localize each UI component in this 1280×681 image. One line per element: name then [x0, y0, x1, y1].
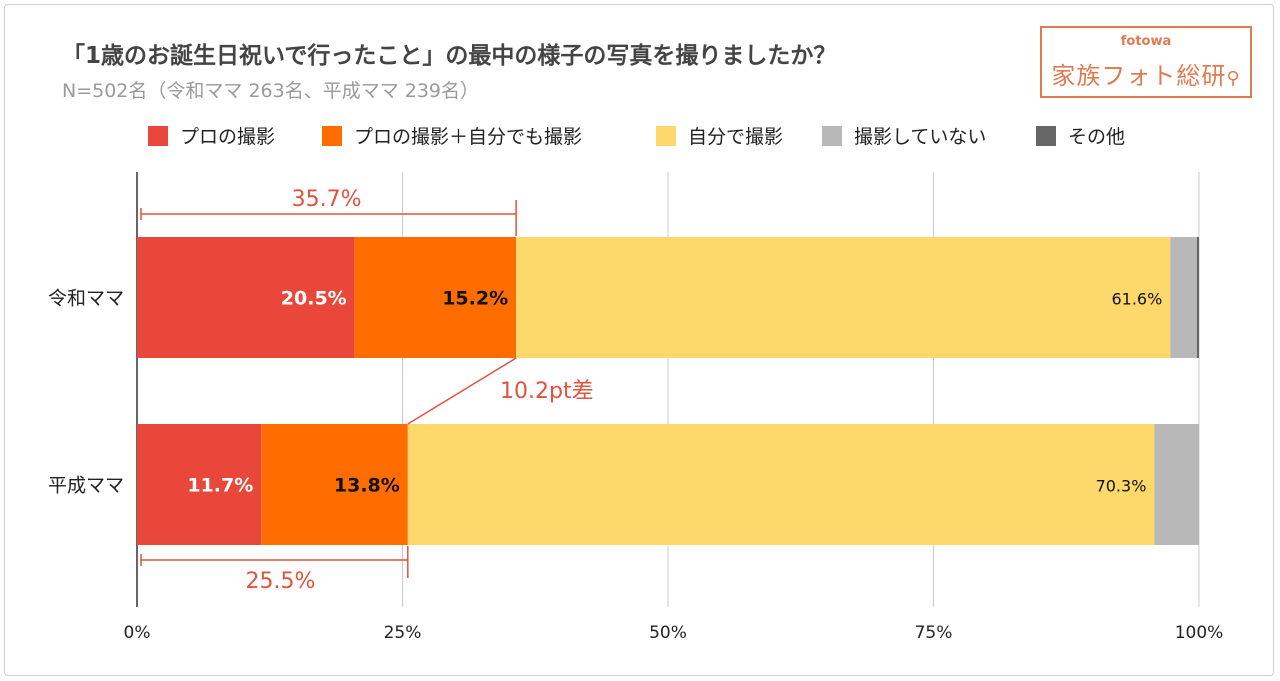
bar-segment: [1154, 424, 1199, 545]
annotation-heisei-total: 25.5%: [245, 569, 315, 594]
legend-item: 自分で撮影: [656, 122, 783, 149]
x-tick-label: 0%: [124, 623, 151, 643]
data-label: 13.8%: [334, 475, 400, 497]
legend-swatch: [148, 125, 168, 146]
legend-swatch: [1036, 125, 1056, 146]
magnifier-icon: ⚲: [1226, 68, 1241, 89]
category-label: 平成ママ: [48, 475, 124, 497]
legend-item: その他: [1036, 122, 1125, 149]
chart-title: 「1歳のお誕生日祝いで行ったこと」の最中の様子の写真を撮りましたか？: [62, 43, 837, 69]
legend-swatch: [656, 125, 676, 146]
legend-swatch: [822, 125, 842, 146]
difference-connector: [407, 357, 517, 425]
bar-segment: [1170, 237, 1197, 358]
logo-top-text: fotowa: [1120, 34, 1172, 49]
data-label: 11.7%: [187, 475, 253, 497]
bar-segment: [407, 424, 1155, 545]
data-label: 20.5%: [281, 288, 347, 310]
category-label: 令和ママ: [48, 288, 124, 310]
legend-swatch: [322, 125, 342, 146]
legend-item: プロの撮影＋自分でも撮影: [322, 122, 582, 149]
legend-label: 自分で撮影: [688, 126, 784, 148]
annotation-difference: 10.2pt差: [500, 379, 594, 404]
bar-segment: [1196, 237, 1199, 358]
chart-legend: プロの撮影 プロの撮影＋自分でも撮影 自分で撮影 撮影していない その他: [0, 122, 1280, 152]
bar-segment: [516, 237, 1171, 358]
data-label: 15.2%: [442, 288, 508, 310]
annotation-reiwa-total: 35.7%: [292, 187, 362, 212]
brand-logo: fotowa 家族フォト総研⚲: [1040, 26, 1252, 98]
x-tick-label: 75%: [915, 623, 953, 643]
data-label: 70.3%: [1096, 477, 1147, 496]
chart-subtitle: N=502名（令和ママ 263名、平成ママ 239名）: [62, 80, 480, 102]
x-tick-label: 50%: [649, 623, 687, 643]
bar-segment: [354, 237, 517, 358]
data-label: 61.6%: [1111, 290, 1162, 309]
x-tick-label: 100%: [1175, 623, 1224, 643]
legend-item: 撮影していない: [822, 122, 986, 149]
bar-segment: [137, 424, 262, 545]
legend-label: プロの撮影＋自分でも撮影: [354, 126, 583, 148]
bar-segment: [261, 424, 408, 545]
legend-label: 撮影していない: [854, 126, 987, 148]
legend-item: プロの撮影: [148, 122, 275, 149]
logo-main-text: 家族フォト総研: [1051, 62, 1227, 90]
x-tick-label: 25%: [384, 623, 422, 643]
legend-label: プロの撮影: [180, 126, 276, 148]
legend-label: その他: [1068, 126, 1126, 148]
bar-segment: [137, 237, 355, 358]
